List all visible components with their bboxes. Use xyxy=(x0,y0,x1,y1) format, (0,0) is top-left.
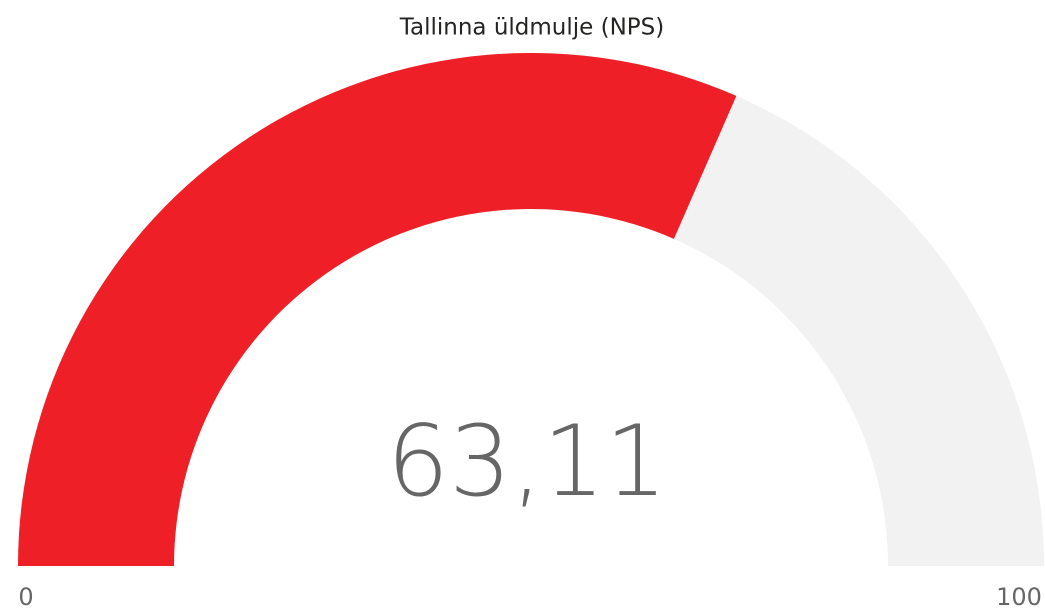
gauge-max-label: 100 xyxy=(996,583,1042,611)
gauge-value-label: 63,11 xyxy=(387,405,668,519)
gauge-min-label: 0 xyxy=(18,583,33,611)
gauge-value xyxy=(18,52,737,566)
chart-title: Tallinna üldmulje (NPS) xyxy=(399,15,664,41)
